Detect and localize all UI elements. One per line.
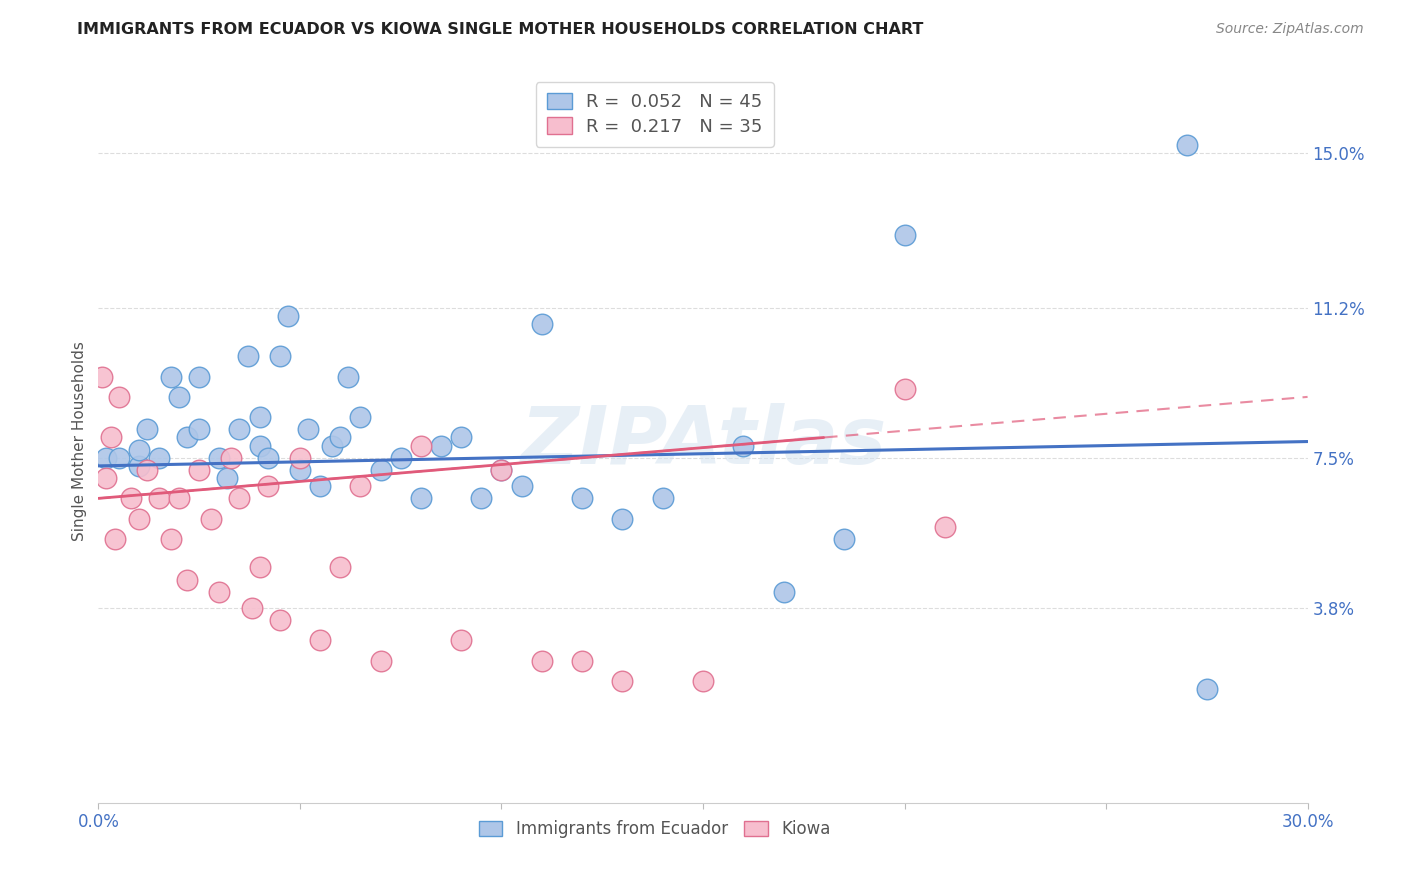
Point bbox=[256, 479, 278, 493]
Point bbox=[772, 584, 794, 599]
Point bbox=[321, 439, 343, 453]
Point bbox=[236, 349, 259, 363]
Point bbox=[491, 463, 513, 477]
Text: ZIPAtlas: ZIPAtlas bbox=[520, 402, 886, 481]
Legend: Immigrants from Ecuador, Kiowa: Immigrants from Ecuador, Kiowa bbox=[472, 814, 837, 845]
Y-axis label: Single Mother Households: Single Mother Households bbox=[72, 342, 87, 541]
Point bbox=[269, 613, 291, 627]
Text: Source: ZipAtlas.com: Source: ZipAtlas.com bbox=[1216, 22, 1364, 37]
Point bbox=[612, 673, 634, 688]
Point bbox=[297, 422, 319, 436]
Point bbox=[200, 511, 222, 525]
Point bbox=[176, 573, 198, 587]
Point bbox=[491, 463, 513, 477]
Point bbox=[135, 422, 157, 436]
Point bbox=[893, 227, 915, 242]
Point bbox=[309, 479, 332, 493]
Point bbox=[188, 422, 211, 436]
Point bbox=[167, 491, 190, 506]
Point bbox=[277, 309, 299, 323]
Point bbox=[1175, 138, 1198, 153]
Point bbox=[103, 532, 125, 546]
Point bbox=[160, 532, 183, 546]
Point bbox=[450, 430, 472, 444]
Point bbox=[329, 560, 352, 574]
Point bbox=[135, 463, 157, 477]
Point bbox=[571, 654, 593, 668]
Point bbox=[221, 450, 243, 465]
Point bbox=[128, 458, 150, 473]
Point bbox=[370, 463, 392, 477]
Point bbox=[510, 479, 533, 493]
Point bbox=[188, 463, 211, 477]
Point bbox=[349, 410, 371, 425]
Point bbox=[530, 654, 553, 668]
Point bbox=[107, 450, 129, 465]
Point bbox=[389, 450, 412, 465]
Point bbox=[100, 430, 122, 444]
Point bbox=[329, 430, 352, 444]
Point bbox=[96, 450, 118, 465]
Point bbox=[249, 410, 271, 425]
Point bbox=[217, 471, 239, 485]
Point bbox=[228, 422, 250, 436]
Point bbox=[148, 491, 170, 506]
Point bbox=[120, 491, 142, 506]
Point bbox=[409, 439, 432, 453]
Point bbox=[612, 511, 634, 525]
Point bbox=[269, 349, 291, 363]
Point bbox=[240, 601, 263, 615]
Point bbox=[96, 471, 118, 485]
Point bbox=[208, 584, 231, 599]
Point bbox=[167, 390, 190, 404]
Point bbox=[651, 491, 673, 506]
Point bbox=[450, 633, 472, 648]
Point bbox=[128, 442, 150, 457]
Point bbox=[530, 317, 553, 331]
Point bbox=[337, 369, 360, 384]
Point bbox=[430, 439, 453, 453]
Point bbox=[571, 491, 593, 506]
Point bbox=[288, 463, 311, 477]
Point bbox=[934, 520, 956, 534]
Point bbox=[188, 369, 211, 384]
Point bbox=[160, 369, 183, 384]
Point bbox=[309, 633, 332, 648]
Point bbox=[208, 450, 231, 465]
Point bbox=[249, 560, 271, 574]
Point bbox=[893, 382, 915, 396]
Point bbox=[107, 390, 129, 404]
Point bbox=[733, 439, 755, 453]
Point bbox=[148, 450, 170, 465]
Point bbox=[832, 532, 855, 546]
Point bbox=[176, 430, 198, 444]
Text: IMMIGRANTS FROM ECUADOR VS KIOWA SINGLE MOTHER HOUSEHOLDS CORRELATION CHART: IMMIGRANTS FROM ECUADOR VS KIOWA SINGLE … bbox=[77, 22, 924, 37]
Point bbox=[470, 491, 492, 506]
Point bbox=[349, 479, 371, 493]
Point bbox=[1195, 682, 1218, 697]
Point bbox=[692, 673, 714, 688]
Point bbox=[228, 491, 250, 506]
Point bbox=[128, 511, 150, 525]
Point bbox=[409, 491, 432, 506]
Point bbox=[91, 369, 114, 384]
Point bbox=[256, 450, 278, 465]
Point bbox=[249, 439, 271, 453]
Point bbox=[288, 450, 311, 465]
Point bbox=[370, 654, 392, 668]
